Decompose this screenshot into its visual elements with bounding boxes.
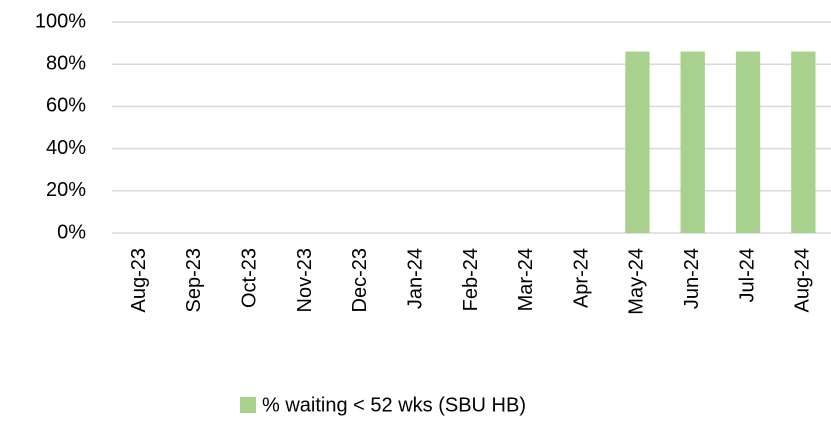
x-tick-label: Jul-24 [736, 248, 758, 302]
x-tick-label: May-24 [626, 248, 648, 315]
x-tick-label: Jun-24 [681, 248, 703, 309]
x-tick-label: Mar-24 [515, 248, 537, 311]
legend-swatch [240, 397, 256, 413]
legend-label: % waiting < 52 wks (SBU HB) [262, 394, 526, 416]
x-tick-label: Sep-23 [183, 248, 205, 313]
bar [791, 51, 816, 233]
x-tick-label: Feb-24 [460, 248, 482, 311]
x-tick-label: Apr-24 [570, 248, 592, 308]
x-tick-label: Dec-23 [349, 248, 371, 312]
y-tick-label: 20% [46, 179, 86, 201]
y-tick-label: 100% [35, 10, 86, 32]
y-tick-label: 0% [57, 221, 86, 243]
x-tick-label: Oct-23 [239, 248, 261, 308]
y-tick-label: 40% [46, 137, 86, 159]
x-tick-label: Aug-24 [792, 248, 814, 313]
bar [625, 51, 650, 233]
y-tick-label: 80% [46, 52, 86, 74]
x-tick-label: Aug-23 [128, 248, 150, 313]
y-tick-label: 60% [46, 95, 86, 117]
x-tick-label: Jan-24 [404, 248, 426, 309]
x-tick-label: Nov-23 [294, 248, 316, 312]
bar [680, 51, 705, 233]
bar [735, 51, 761, 233]
